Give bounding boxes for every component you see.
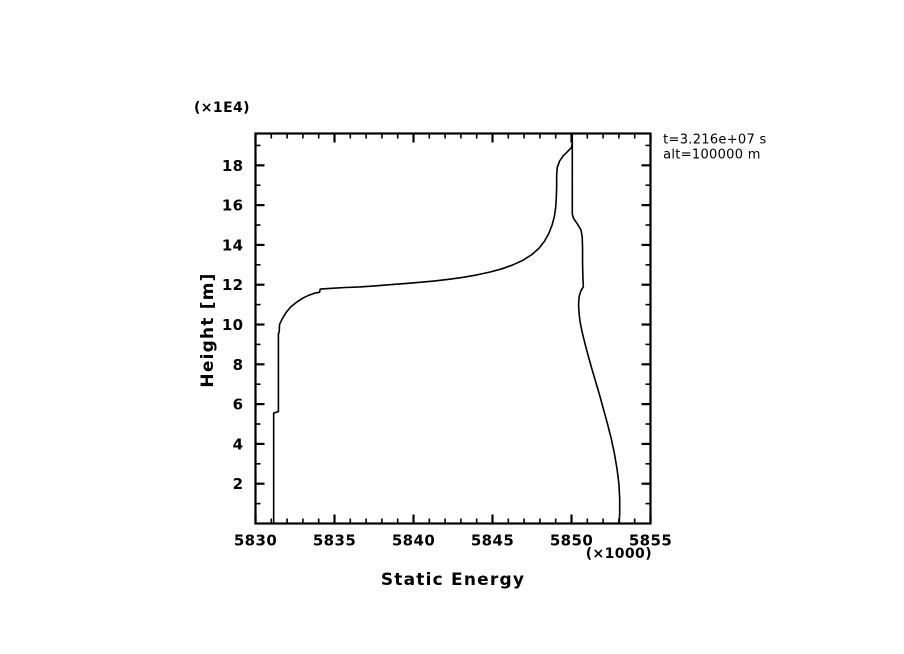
- y-tick-label: 16: [222, 197, 244, 215]
- x-axis-tick-labels: 5830 5835 5840 5845 5850 5855: [234, 532, 672, 550]
- y-axis-tick-labels: 2 4 6 8 10 12 14 16 18: [222, 157, 244, 493]
- x-tick-label: 5840: [392, 532, 435, 550]
- x-tick-label: 5845: [471, 532, 514, 550]
- x-tick-label: 5835: [313, 532, 356, 550]
- y-tick-label: 12: [222, 276, 244, 294]
- x-axis-title: Static Energy: [381, 570, 525, 590]
- plot-annotation: t=3.216e+07 s: [663, 132, 766, 147]
- y-tick-label: 18: [222, 157, 244, 175]
- y-tick-label: 6: [233, 396, 244, 414]
- y-tick-label: 8: [233, 356, 244, 374]
- axes-rectangle: [254, 132, 652, 525]
- y-tick-label: 2: [233, 475, 244, 493]
- axis-ticks: [254, 133, 652, 524]
- data-series-line: [272, 132, 621, 524]
- data-series-group: [272, 132, 621, 524]
- x-axis-multiplier-label: (×1000): [586, 546, 652, 562]
- x-tick-label: 5850: [550, 532, 593, 550]
- x-tick-label: 5855: [629, 532, 672, 550]
- y-axis-title: Height [m]: [198, 272, 218, 387]
- plot-annotation: alt=100000 m: [663, 147, 761, 162]
- plot-frame: [254, 132, 652, 525]
- y-axis-multiplier-label: (×1E4): [194, 100, 250, 116]
- y-tick-label: 4: [233, 435, 244, 453]
- y-tick-label: 10: [222, 316, 244, 334]
- y-tick-label: 14: [222, 236, 244, 254]
- x-tick-label: 5830: [234, 532, 277, 550]
